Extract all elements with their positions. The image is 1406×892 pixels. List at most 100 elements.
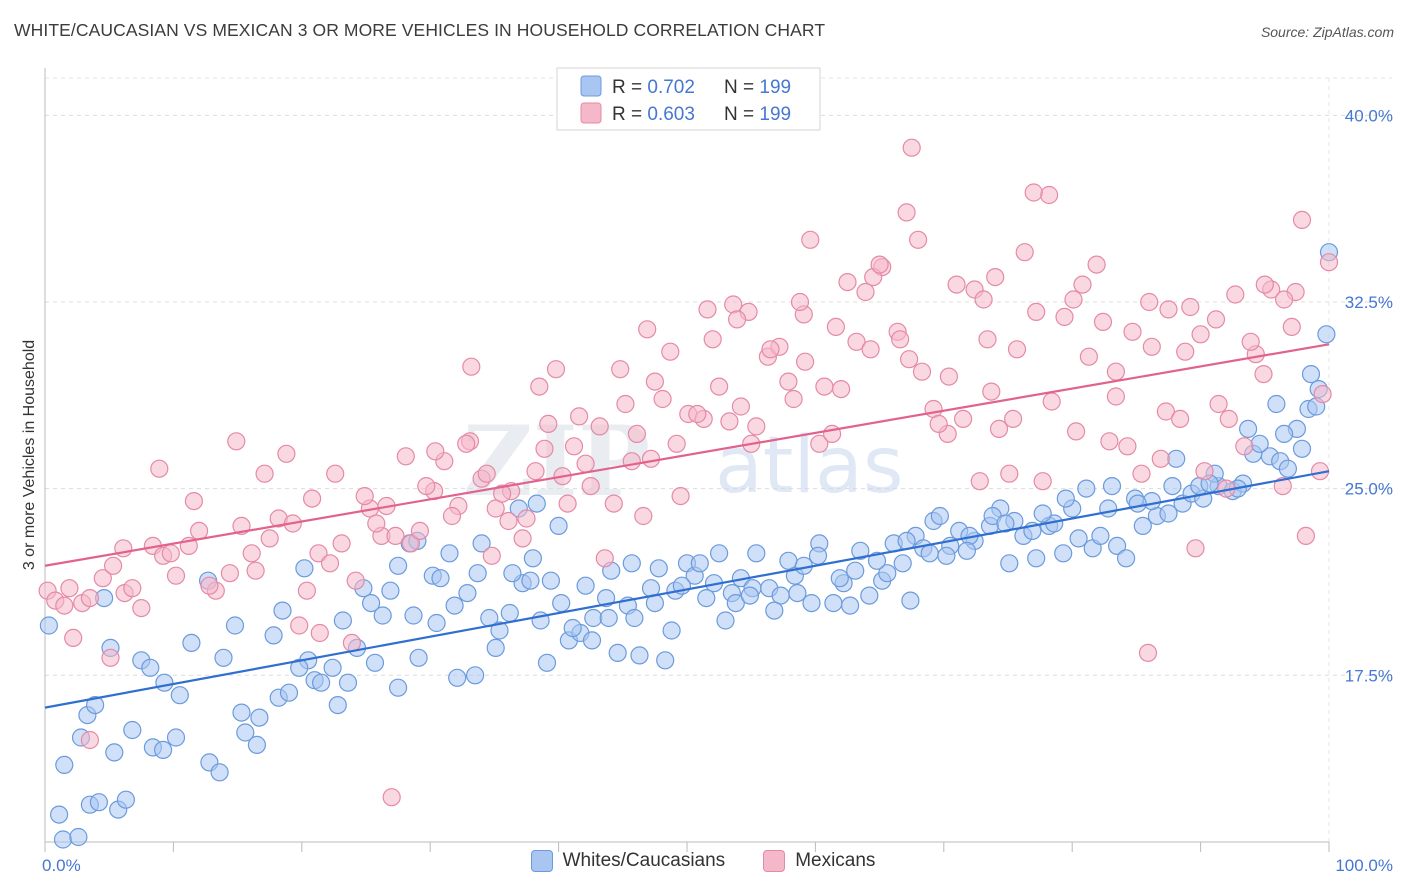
y-axis-label: 3 or more Vehicles in Household: [21, 340, 38, 570]
point-mexicans-187: [1064, 290, 1083, 309]
point-mexicans-6: [93, 569, 112, 588]
point-whites-30: [389, 556, 408, 575]
point-whites-19: [236, 723, 255, 742]
point-whites-207: [1267, 394, 1286, 414]
point-mexicans-50: [641, 449, 661, 468]
point-whites-125: [404, 606, 423, 625]
point-mexicans-194: [150, 459, 169, 478]
point-whites-87: [1069, 529, 1088, 548]
point-mexicans-157: [1087, 255, 1106, 274]
point-mexicans-7: [103, 556, 123, 575]
point-mexicans-176: [622, 452, 641, 471]
point-mexicans-145: [634, 506, 653, 526]
point-mexicans-103: [1319, 253, 1339, 272]
point-whites-54: [656, 651, 675, 670]
point-whites-70: [860, 586, 879, 605]
point-mexicans-174: [535, 439, 554, 458]
point-whites-123: [373, 606, 392, 625]
point-whites-28: [365, 653, 385, 672]
point-whites-1: [49, 805, 69, 824]
point-mexicans-82: [1055, 307, 1074, 326]
point-mexicans-105: [310, 623, 329, 643]
trend-line-whites: [44, 470, 1330, 709]
point-mexicans-110: [530, 377, 549, 396]
point-mexicans-70: [899, 350, 919, 369]
point-mexicans-180: [790, 292, 810, 312]
point-mexicans-149: [779, 372, 798, 391]
point-whites-11: [55, 755, 74, 775]
point-whites-124: [389, 678, 408, 697]
point-mexicans-151: [856, 282, 875, 302]
point-mexicans-141: [482, 546, 501, 565]
point-whites-197: [930, 506, 950, 526]
point-whites-145: [808, 546, 828, 565]
point-mexicans-118: [831, 380, 851, 399]
point-whites-147: [851, 541, 870, 560]
x-tick-label-0: 0.0%: [42, 856, 81, 875]
point-mexicans-197: [342, 633, 361, 653]
point-whites-171: [141, 658, 160, 677]
point-mexicans-52: [667, 434, 686, 453]
legend-r-label-mexicans: R =: [612, 104, 647, 125]
point-whites-199: [996, 514, 1015, 533]
point-whites-16: [170, 686, 189, 705]
point-mexicans-116: [761, 340, 780, 359]
point-whites-13: [123, 720, 142, 740]
point-mexicans-17: [220, 564, 239, 583]
point-whites-185: [599, 608, 618, 628]
point-whites-127: [448, 668, 467, 687]
point-mexicans-49: [627, 424, 647, 443]
point-whites-183: [549, 516, 568, 536]
point-whites-58: [709, 544, 729, 563]
point-mexicans-92: [1181, 297, 1200, 317]
point-mexicans-24: [309, 544, 328, 563]
point-mexicans-31: [401, 534, 420, 553]
point-whites-130: [503, 564, 522, 583]
point-whites-50: [608, 643, 627, 663]
y-tick-label-2: 32.5%: [1345, 293, 1393, 312]
point-whites-40: [500, 603, 519, 623]
point-mexicans-63: [810, 434, 829, 453]
point-mexicans-66: [847, 332, 866, 351]
x-tick-label-1: 100.0%: [1335, 856, 1393, 875]
y-tick-labels: 17.5% 25.0% 32.5% 40.0%: [1345, 106, 1393, 685]
point-whites-159: [1099, 499, 1118, 518]
point-whites-116: [232, 703, 251, 722]
point-mexicans-171: [417, 477, 436, 496]
point-whites-29: [381, 581, 400, 600]
point-whites-198: [957, 541, 977, 560]
point-mexicans-153: [929, 414, 948, 433]
y-tick-label-0: 17.5%: [1345, 666, 1393, 685]
point-whites-174: [264, 626, 283, 645]
point-mexicans-27: [346, 571, 365, 590]
point-mexicans-2: [55, 596, 74, 615]
point-whites-113: [182, 633, 201, 653]
point-whites-73: [893, 554, 912, 573]
point-mexicans-96: [1235, 437, 1254, 456]
point-mexicans-175: [581, 477, 600, 496]
point-whites-42: [523, 549, 543, 568]
point-mexicans-88: [1132, 464, 1151, 483]
point-whites-120: [312, 673, 331, 692]
point-mexicans-168: [277, 444, 296, 463]
legend-r-label-whites: R =: [612, 77, 647, 98]
point-mexicans-71: [912, 362, 932, 381]
point-whites-20: [250, 708, 269, 727]
point-mexicans-161: [1226, 285, 1245, 304]
chart-title: WHITE/CAUCASIAN VS MEXICAN 3 OR MORE VEH…: [14, 20, 826, 40]
point-mexicans-154: [970, 472, 989, 491]
point-whites-162: [1163, 477, 1182, 496]
point-mexicans-5: [80, 588, 100, 608]
point-whites-84: [1027, 549, 1046, 568]
point-whites-133: [563, 618, 582, 638]
point-mexicans-132: [1313, 385, 1332, 404]
point-whites-90: [1107, 536, 1127, 556]
series-legend: Whites/Caucasians Mexicans: [0, 850, 1406, 872]
point-mexicans-140: [442, 506, 462, 526]
legend-swatch-whites: [580, 75, 602, 97]
point-mexicans-201: [638, 320, 657, 339]
point-mexicans-15: [190, 521, 209, 541]
point-mexicans-123: [1007, 340, 1027, 359]
legend-r-value-whites: 0.702: [647, 77, 695, 98]
point-mexicans-112: [611, 360, 630, 379]
